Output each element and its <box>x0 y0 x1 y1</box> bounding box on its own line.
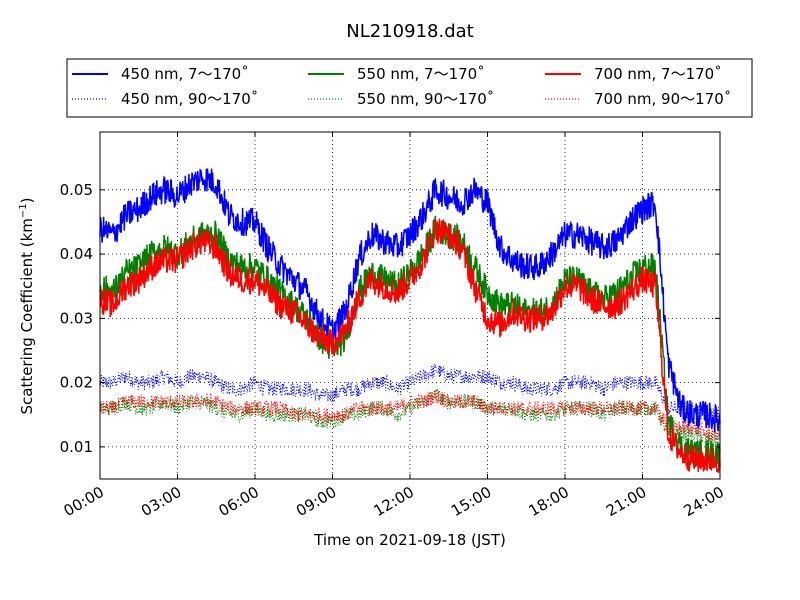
grid <box>100 132 720 479</box>
legend-label: 700 nm, 7～170˚ <box>594 65 722 83</box>
y-axis-label-sup: −1 <box>18 203 29 218</box>
series-line <box>99 168 721 433</box>
series-line <box>99 363 721 423</box>
y-tick-label: 0.05 <box>60 181 93 199</box>
y-tick-label: 0.04 <box>60 245 93 263</box>
y-axis-label: Scattering Coefficient (km−1) <box>18 197 36 414</box>
y-tick-label: 0.02 <box>60 374 93 392</box>
y-axis-label-end: ) <box>18 197 36 203</box>
chart-title: NL210918.dat <box>346 21 473 42</box>
x-axis-label: Time on 2021-09-18 (JST) <box>313 531 506 549</box>
legend-box <box>66 58 753 118</box>
legend-label: 550 nm, 90～170˚ <box>357 90 494 108</box>
series-line <box>99 218 721 474</box>
legend-label: 450 nm, 7～170˚ <box>121 65 249 83</box>
series-line <box>99 389 721 441</box>
legend-label: 700 nm, 90～170˚ <box>594 90 731 108</box>
data-series <box>99 168 721 474</box>
legend-label: 550 nm, 7～170˚ <box>357 65 485 83</box>
legend-label: 450 nm, 90～170˚ <box>121 90 258 108</box>
series-line <box>99 388 721 448</box>
y-tick-label: 0.03 <box>60 309 93 327</box>
y-tick-label: 0.01 <box>60 438 93 456</box>
legend: 450 nm, 7～170˚ 550 nm, 7～170˚ 700 nm, 7～17… <box>66 58 753 118</box>
y-axis-label-main: Scattering Coefficient (km <box>18 218 36 414</box>
